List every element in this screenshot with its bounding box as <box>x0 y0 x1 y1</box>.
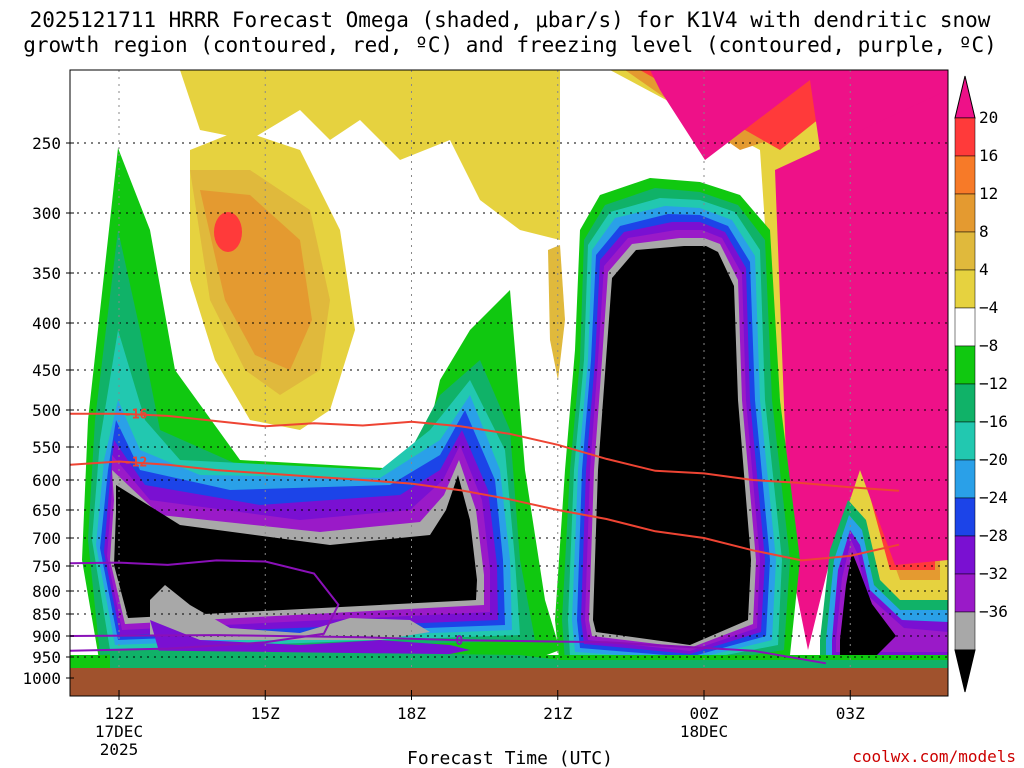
y-axis: 250 300 350 400 450 500 550 600 650 700 750 800 850 9… <box>22 134 74 688</box>
y-tick-label-700: 700 <box>32 529 61 548</box>
colorbar-label-1: 16 <box>979 146 998 165</box>
chart-title: 2025121711 HRRR Forecast Omega (shaded, … <box>23 8 997 57</box>
colorbar-swatch-5 <box>954 269 976 309</box>
colorbar-label-13: −36 <box>979 602 1008 621</box>
plot-frame <box>69 69 949 697</box>
grid-lines <box>70 70 948 668</box>
colorbar-label-4: 4 <box>979 260 989 279</box>
surface-ground <box>70 668 948 696</box>
y-tick-label-500: 500 <box>32 401 61 420</box>
y-tick-label-300: 300 <box>32 204 61 223</box>
colorbar-label-3: 8 <box>979 222 989 241</box>
dgz-contour-1 <box>70 460 900 562</box>
neg-left-gray-tongue <box>150 585 430 640</box>
freezing-contour-1 <box>70 634 827 665</box>
neg-left-purple-base <box>150 620 470 660</box>
y-tick-label-450: 450 <box>32 361 61 380</box>
omega-colorbar: 20 16 12 8 4 −4 −8 −12 −16 −20 −24 −28 −32 −36 <box>954 75 1008 693</box>
colorbar-label-0: 20 <box>979 108 998 127</box>
neg-right-core <box>840 552 896 662</box>
positive-omega-max <box>214 212 242 252</box>
neg-left-core <box>114 475 477 618</box>
colorbar-swatch-1 <box>954 117 976 157</box>
y-tick-label-350: 350 <box>32 264 61 283</box>
y-tick-label-600: 600 <box>32 471 61 490</box>
colorbar-swatch-14 <box>954 611 976 651</box>
colorbar-bottom-arrow <box>954 649 976 693</box>
y-tick-label-400: 400 <box>32 314 61 333</box>
y-tick-label-850: 850 <box>32 605 61 624</box>
x-tick-label-12-1: 17DEC <box>95 722 143 741</box>
y-tick-label-900: 900 <box>32 627 61 646</box>
y-tick-label-1000: 1000 <box>22 669 61 688</box>
credit-text: coolwx.com/models <box>852 747 1016 766</box>
contours: -16 -12 0 <box>70 408 900 665</box>
x-axis-label: Forecast Time (UTC) <box>407 748 613 768</box>
colorbar-swatch-4 <box>954 231 976 271</box>
x-tick-label-12-0: 12Z <box>105 704 134 723</box>
colorbar-label-7: −12 <box>979 374 1008 393</box>
colorbar-label-12: −32 <box>979 564 1008 583</box>
ground-strip <box>70 668 948 696</box>
colorbar-label-5: −4 <box>979 298 998 317</box>
colorbar-swatch-13 <box>954 573 976 613</box>
x-tick-label-15-0: 15Z <box>251 704 280 723</box>
freezing-label-1: 0 <box>455 634 463 649</box>
y-tick-label-550: 550 <box>32 438 61 457</box>
colorbar-swatch-11 <box>954 497 976 537</box>
x-tick-label-24-1: 18DEC <box>680 722 728 741</box>
neg-mid-core <box>593 246 751 645</box>
x-tick-label-24-0: 00Z <box>690 704 719 723</box>
colorbar-label-9: −20 <box>979 450 1008 469</box>
freezing-contour-0 <box>70 559 340 652</box>
colorbar-swatch-12 <box>954 535 976 575</box>
dgz-contour-0 <box>70 412 900 492</box>
y-tick-label-800: 800 <box>32 582 61 601</box>
colorbar-label-8: −16 <box>979 412 1008 431</box>
colorbar-swatch-10 <box>954 459 976 499</box>
colorbar-label-2: 12 <box>979 184 998 203</box>
colorbar-swatch-8 <box>954 383 976 423</box>
colorbar-swatch-9 <box>954 421 976 461</box>
title-line-2: growth region (contoured, red, ºC) and f… <box>23 33 997 57</box>
colorbar-swatch-6 <box>954 307 976 347</box>
y-tick-label-950: 950 <box>32 648 61 667</box>
neg-near-surface-strip-2 <box>110 650 948 668</box>
x-tick-label-18-0: 18Z <box>397 704 426 723</box>
y-tick-label-650: 650 <box>32 501 61 520</box>
y-tick-label-250: 250 <box>32 134 61 153</box>
colorbar-swatch-2 <box>954 155 976 195</box>
plot-area: -16 -12 0 <box>69 69 949 697</box>
dgz-label-1: -16 <box>124 408 148 423</box>
colorbar-label-10: −24 <box>979 488 1008 507</box>
colorbar-swatch-3 <box>954 193 976 233</box>
colorbar-swatch-7 <box>954 345 976 385</box>
colorbar-top-arrow <box>954 75 976 119</box>
colorbar-label-11: −28 <box>979 526 1008 545</box>
dgz-label-2: -12 <box>124 456 147 471</box>
colorbar-label-6: −8 <box>979 336 998 355</box>
positive-omega-top-band <box>180 70 560 240</box>
y-tick-label-750: 750 <box>32 557 61 576</box>
title-line-1: 2025121711 HRRR Forecast Omega (shaded, … <box>30 8 991 32</box>
x-tick-label-21-0: 21Z <box>543 704 572 723</box>
positive-omega-narrow-column <box>548 245 565 380</box>
x-tick-label-12-2: 2025 <box>100 740 139 759</box>
x-tick-label-27-0: 03Z <box>836 704 865 723</box>
